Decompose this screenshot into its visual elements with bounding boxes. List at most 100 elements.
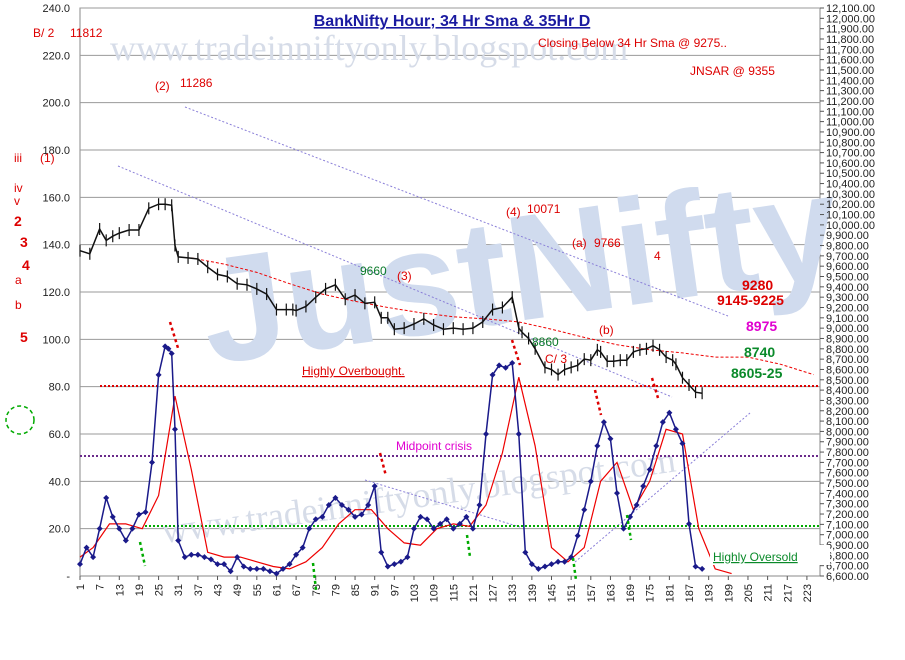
right-tick-label: 11,700.00 (826, 44, 874, 56)
oscillator-point (325, 502, 332, 508)
right-axis: 6,600.006,700.006,800.006,900.007,000.00… (820, 3, 875, 583)
x-tick-label: 67 (291, 584, 303, 596)
right-tick-label: 8,200.00 (826, 406, 869, 418)
arrow-green-2 (311, 562, 318, 591)
oscillator-point (227, 568, 234, 575)
right-tick-label: 12,100.00 (826, 3, 875, 15)
label-wave3: (3) (397, 269, 412, 283)
oscillator-point (443, 516, 450, 523)
label-8605: 8605-25 (731, 365, 783, 381)
oscillator-point (437, 520, 444, 527)
right-tick-label: 11,600.00 (826, 55, 874, 67)
oscillator-point (653, 442, 660, 449)
left-tick-label: 20.0 (49, 524, 70, 536)
right-tick-label: 7,700.00 (826, 457, 869, 469)
right-tick-label: 8,100.00 (826, 416, 869, 428)
right-tick-label: 11,400.00 (826, 75, 874, 87)
right-tick-label: 10,400.00 (826, 179, 875, 191)
oscillator-point (469, 525, 476, 532)
level-lines (80, 385, 820, 527)
left-tick-label: 40.0 (49, 476, 70, 488)
right-tick-label: 10,700.00 (826, 148, 875, 160)
x-tick-label: 133 (507, 584, 519, 602)
x-tick-label: 79 (330, 584, 342, 596)
oscillator-point (96, 525, 103, 532)
label-v: v (14, 194, 20, 208)
oscillator-point (404, 554, 411, 561)
oscillator-point (397, 558, 404, 565)
oscillator-point (260, 565, 267, 572)
oscillator-point (122, 537, 129, 544)
x-tick-label: 175 (645, 584, 657, 602)
label-9280: 9280 (742, 277, 773, 293)
label-wave-b: (b) (599, 323, 614, 337)
oscillator-point (266, 568, 273, 575)
oversold-bg (710, 545, 830, 565)
right-tick-label: 11,100.00 (826, 106, 874, 118)
oscillator-point (515, 431, 522, 437)
right-tick-label: 8,300.00 (826, 395, 869, 407)
oscillator-point (149, 459, 156, 466)
channel-lower (117, 165, 673, 398)
x-tick-label: 223 (802, 584, 814, 602)
oscillator-point (391, 561, 398, 568)
oscillator-point (502, 364, 509, 371)
label-4: 4 (22, 257, 30, 273)
right-tick-label: 10,100.00 (826, 210, 875, 222)
oscillator-point (424, 516, 431, 523)
right-tick-label: 8,600.00 (826, 364, 869, 376)
right-tick-label: 9,400.00 (826, 282, 869, 294)
oscillator-point (692, 563, 699, 570)
label-8740: 8740 (744, 344, 775, 360)
left-tick-label: 140.0 (42, 240, 70, 252)
oscillator-point (430, 525, 437, 532)
left-tick-label: 220.0 (42, 50, 70, 62)
oscillator-point (699, 565, 706, 572)
signal-line (79, 377, 732, 575)
left-tick-label: 60.0 (49, 429, 70, 441)
x-tick-label: 163 (605, 584, 617, 602)
oscillator-point (306, 525, 313, 532)
x-tick-label: 85 (350, 584, 362, 596)
oscillator-point (633, 502, 640, 508)
right-tick-label: 8,800.00 (826, 344, 869, 356)
label-wave2-value: 11286 (180, 76, 213, 90)
right-tick-label: 12,000.00 (826, 13, 875, 25)
label-wave4b: 4 (654, 249, 661, 263)
oscillator-point (555, 558, 562, 565)
oscillator-point (496, 362, 503, 369)
right-tick-label: 7,800.00 (826, 447, 869, 459)
right-tick-label: 8,000.00 (826, 426, 869, 438)
label-8975: 8975 (746, 318, 777, 334)
x-tick-label: 61 (271, 584, 283, 596)
label-midpoint: Midpoint crisis (396, 439, 472, 453)
x-tick-label: 211 (763, 584, 775, 602)
annotations: B/ 2 11812 (2) 11286 Closing Below 34 Hr… (14, 26, 798, 564)
label-2: 2 (14, 213, 22, 229)
oscillator-point (90, 554, 97, 561)
oscillator-point (338, 502, 345, 508)
label-b2-value: 11812 (70, 26, 103, 40)
chart-title: BankNifty Hour; 34 Hr Sma & 35Hr D (314, 13, 591, 30)
oscillator-point (175, 537, 182, 544)
label-wave4: (4) (506, 205, 521, 219)
label-wave1: (1) (40, 151, 55, 165)
oscillator-point (214, 561, 221, 568)
oscillator-point (286, 561, 293, 568)
x-tick-label: 13 (114, 584, 126, 596)
arrow-green-4 (571, 557, 578, 581)
oscillator-point (240, 563, 247, 570)
right-tick-label: 11,000.00 (826, 117, 874, 129)
x-tick-label: 199 (723, 584, 735, 602)
x-tick-label: 31 (173, 584, 185, 596)
right-tick-label: 9,200.00 (826, 302, 869, 314)
right-tick-label: 10,900.00 (826, 127, 875, 139)
right-tick-label: 6,700.00 (826, 561, 869, 573)
oscillator-point (607, 435, 614, 442)
oscillator-point (194, 551, 201, 558)
right-tick-label: 8,500.00 (826, 375, 869, 387)
price-line (79, 203, 703, 394)
oscillator-point (352, 513, 359, 520)
left-tick-label: 80.0 (49, 382, 70, 394)
right-tick-label: 9,900.00 (826, 230, 869, 242)
